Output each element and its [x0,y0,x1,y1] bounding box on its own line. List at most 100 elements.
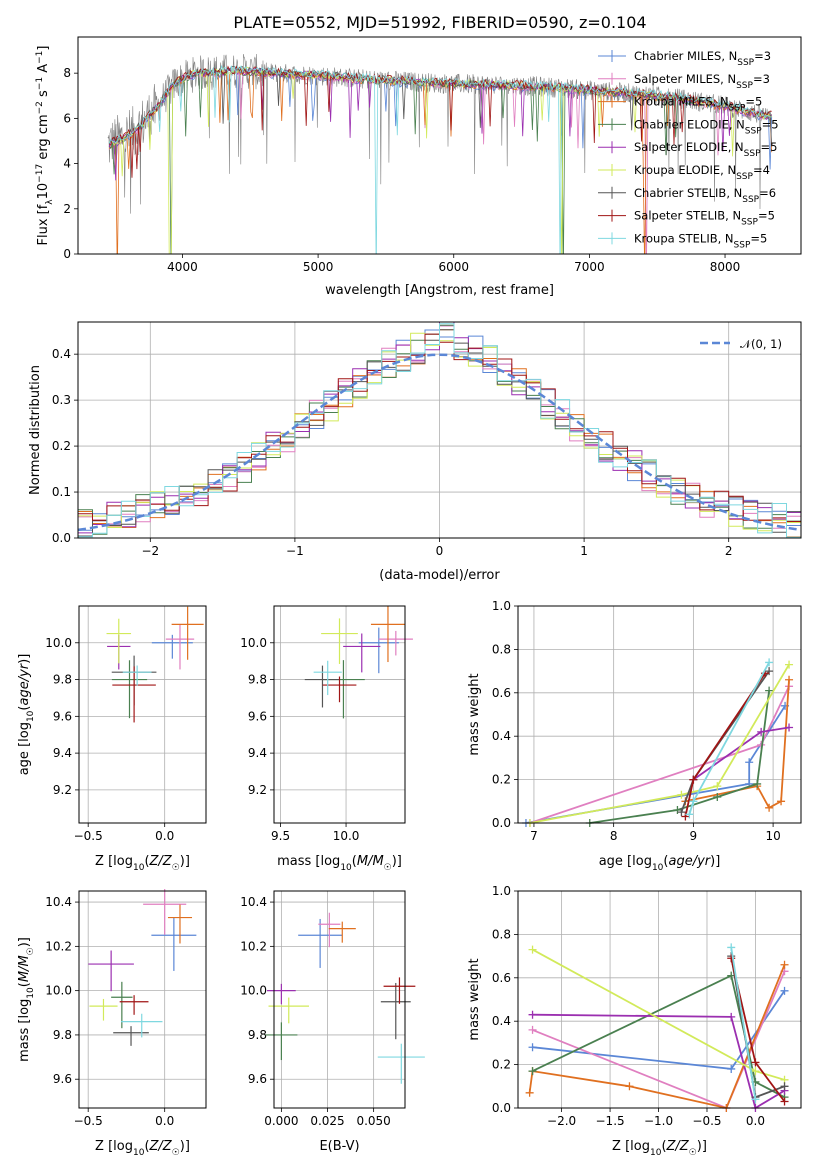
data-point [785,675,794,684]
data-point [765,803,774,812]
y-tick-label: 2 [63,202,71,216]
legend-label: Kroupa STELIB, NSSP=5 [634,231,767,250]
spectrum-panel: 4000 5000 6000 7000 8000 0 2 4 6 8 wavelength [Ang… [35,36,802,298]
x-tick-label: 0.0 [155,1114,174,1128]
data-point [713,792,722,801]
y-tick-label: 0.0 [52,531,71,545]
axes-frame [77,321,802,539]
data-point [685,810,694,819]
histograms [78,322,801,538]
legend-label: Salpeter MILES, NSSP=3 [634,72,770,91]
axes-frame [517,605,802,824]
x-tick-label: 1 [580,544,588,558]
data-point [528,1010,537,1019]
x-tick-label: −2.0 [547,1114,576,1128]
spectrum-lines [107,53,773,254]
mass-weight-vs-metallicity-panel: −2.0 −1.5 −1.0 −0.5 0.0 0.0 0.2 0.4 0.6 0.8 1.0 Z [… [467,884,802,1158]
y-tick-label: 9.6 [53,709,72,723]
axes-frame [78,605,207,824]
y-tick-label: 9.8 [53,1028,72,1042]
x-tick-label: 5000 [303,260,334,274]
x-tick-label: 10 [765,829,780,843]
series-line-salpeter-miles [529,685,790,824]
x-axis-label: Z [log10(Z/Z☉)] [612,1139,707,1158]
x-tick-label: 7 [530,829,538,843]
y-tick-label: 0.4 [492,729,511,743]
model-spectrum-kroupa-stelib [108,64,772,254]
y-tick-label: 10.0 [240,984,267,998]
y-tick-label: 9.6 [248,709,267,723]
model-spectrum-chabrier-stelib [108,66,773,147]
x-axis-label: mass [log10(M/M☉)] [277,854,402,873]
mass-vs-metallicity-panel: −0.5 0.0 9.6 9.8 10.0 10.2 10.4 Z [log10(Z/Z☉)]… [17,889,207,1158]
y-tick-label: 0.1 [52,485,71,499]
axes-frame [77,36,802,255]
y-tick-label: 0.4 [52,347,71,361]
x-tick-label: 0.025 [310,1114,344,1128]
x-tick-label: 4000 [167,260,198,274]
data-point [780,986,789,995]
residuals-panel: −2 −1 0 1 2 0.0 0.1 0.2 0.3 0.4 (data-model)/error… [28,321,802,583]
y-tick-label: 0.2 [492,773,511,787]
data-point [751,1058,760,1067]
axes-frame [273,890,406,1109]
y-tick-label: 0.0 [492,816,511,830]
y-tick-label: 9.4 [248,746,267,760]
y-tick-label: 0.2 [52,439,71,453]
y-tick-label: 9.6 [248,1072,267,1086]
data-point [780,1097,789,1106]
y-tick-label: 0.8 [492,642,511,656]
y-tick-label: 10.2 [45,939,72,953]
mass-vs-ebv-panel: 0.000 0.025 0.050 9.6 9.8 10.0 10.2 10.4 E(B-V) [240,890,425,1154]
x-tick-label: 0.000 [264,1114,298,1128]
y-tick-label: 0.3 [52,393,71,407]
figure-title: PLATE=0552, MJD=51992, FIBERID=0590, z=0… [233,13,646,32]
age-vs-metallicity-panel: −0.5 0.0 9.2 9.4 9.6 9.8 10.0 Z [log10(Z/Z☉)] ag… [17,605,207,873]
y-tick-label: 1.0 [492,884,511,898]
data-point [785,660,794,669]
data-point [765,686,774,695]
data-point [727,954,736,963]
data-point [528,1067,537,1076]
legend-label: Kroupa ELODIE, NSSP=4 [634,163,770,182]
axes-frame [273,605,406,824]
data-point [727,1064,736,1073]
data-point [677,790,686,799]
series-line-salpeter-elodie [692,726,790,781]
model-spectrum-kroupa-elodie [109,66,772,254]
data-point [751,1095,760,1104]
x-tick-label: −0.5 [692,1114,721,1128]
x-tick-label: −1 [286,544,304,558]
histogram-kroupa-stelib [78,323,801,538]
y-tick-label: 6 [63,111,71,125]
y-tick-label: 0.4 [492,1014,511,1028]
y-tick-label: 0.6 [492,971,511,985]
x-tick-label: 9.5 [271,829,290,843]
y-tick-label: 4 [63,157,71,171]
x-axis-label: Z [log10(Z/Z☉)] [95,1139,190,1158]
x-tick-label: 2 [725,544,733,558]
y-tick-label: 9.8 [248,1028,267,1042]
y-tick-label: 9.6 [53,1072,72,1086]
data-point [785,723,794,732]
y-tick-label: 9.8 [53,673,72,687]
series-line-chabrier-miles [525,705,786,824]
legend-label: Kroupa MILES, NSSP=5 [634,95,762,114]
x-axis-label: (data-model)/error [379,568,500,583]
data-point [753,779,762,788]
data-point [528,945,537,954]
data-point [528,1025,537,1034]
axes-frame [517,890,802,1109]
mass-weight-vs-age-panel: 7 8 9 10 0.0 0.2 0.4 0.6 0.8 1.0 age [log10(age/yr… [467,599,802,873]
x-tick-label: −0.5 [74,1114,103,1128]
y-axis-label: Flux [fλ10−17 erg cm−2 s−1 A−1] [35,46,55,246]
legend-label: 𝒩(0, 1) [740,337,782,351]
y-tick-label: 9.2 [53,783,72,797]
y-tick-label: 10.0 [45,636,72,650]
x-tick-label: −0.5 [74,829,103,843]
data-point [713,782,722,791]
age-vs-mass-panel: 9.5 10.0 9.2 9.4 9.6 9.8 10.0 mass [log10(M/M☉)… [240,605,413,873]
x-axis-label: age [log10(age/yr)] [599,854,721,873]
x-tick-label: −1.5 [596,1114,625,1128]
y-tick-label: 10.4 [45,895,72,909]
